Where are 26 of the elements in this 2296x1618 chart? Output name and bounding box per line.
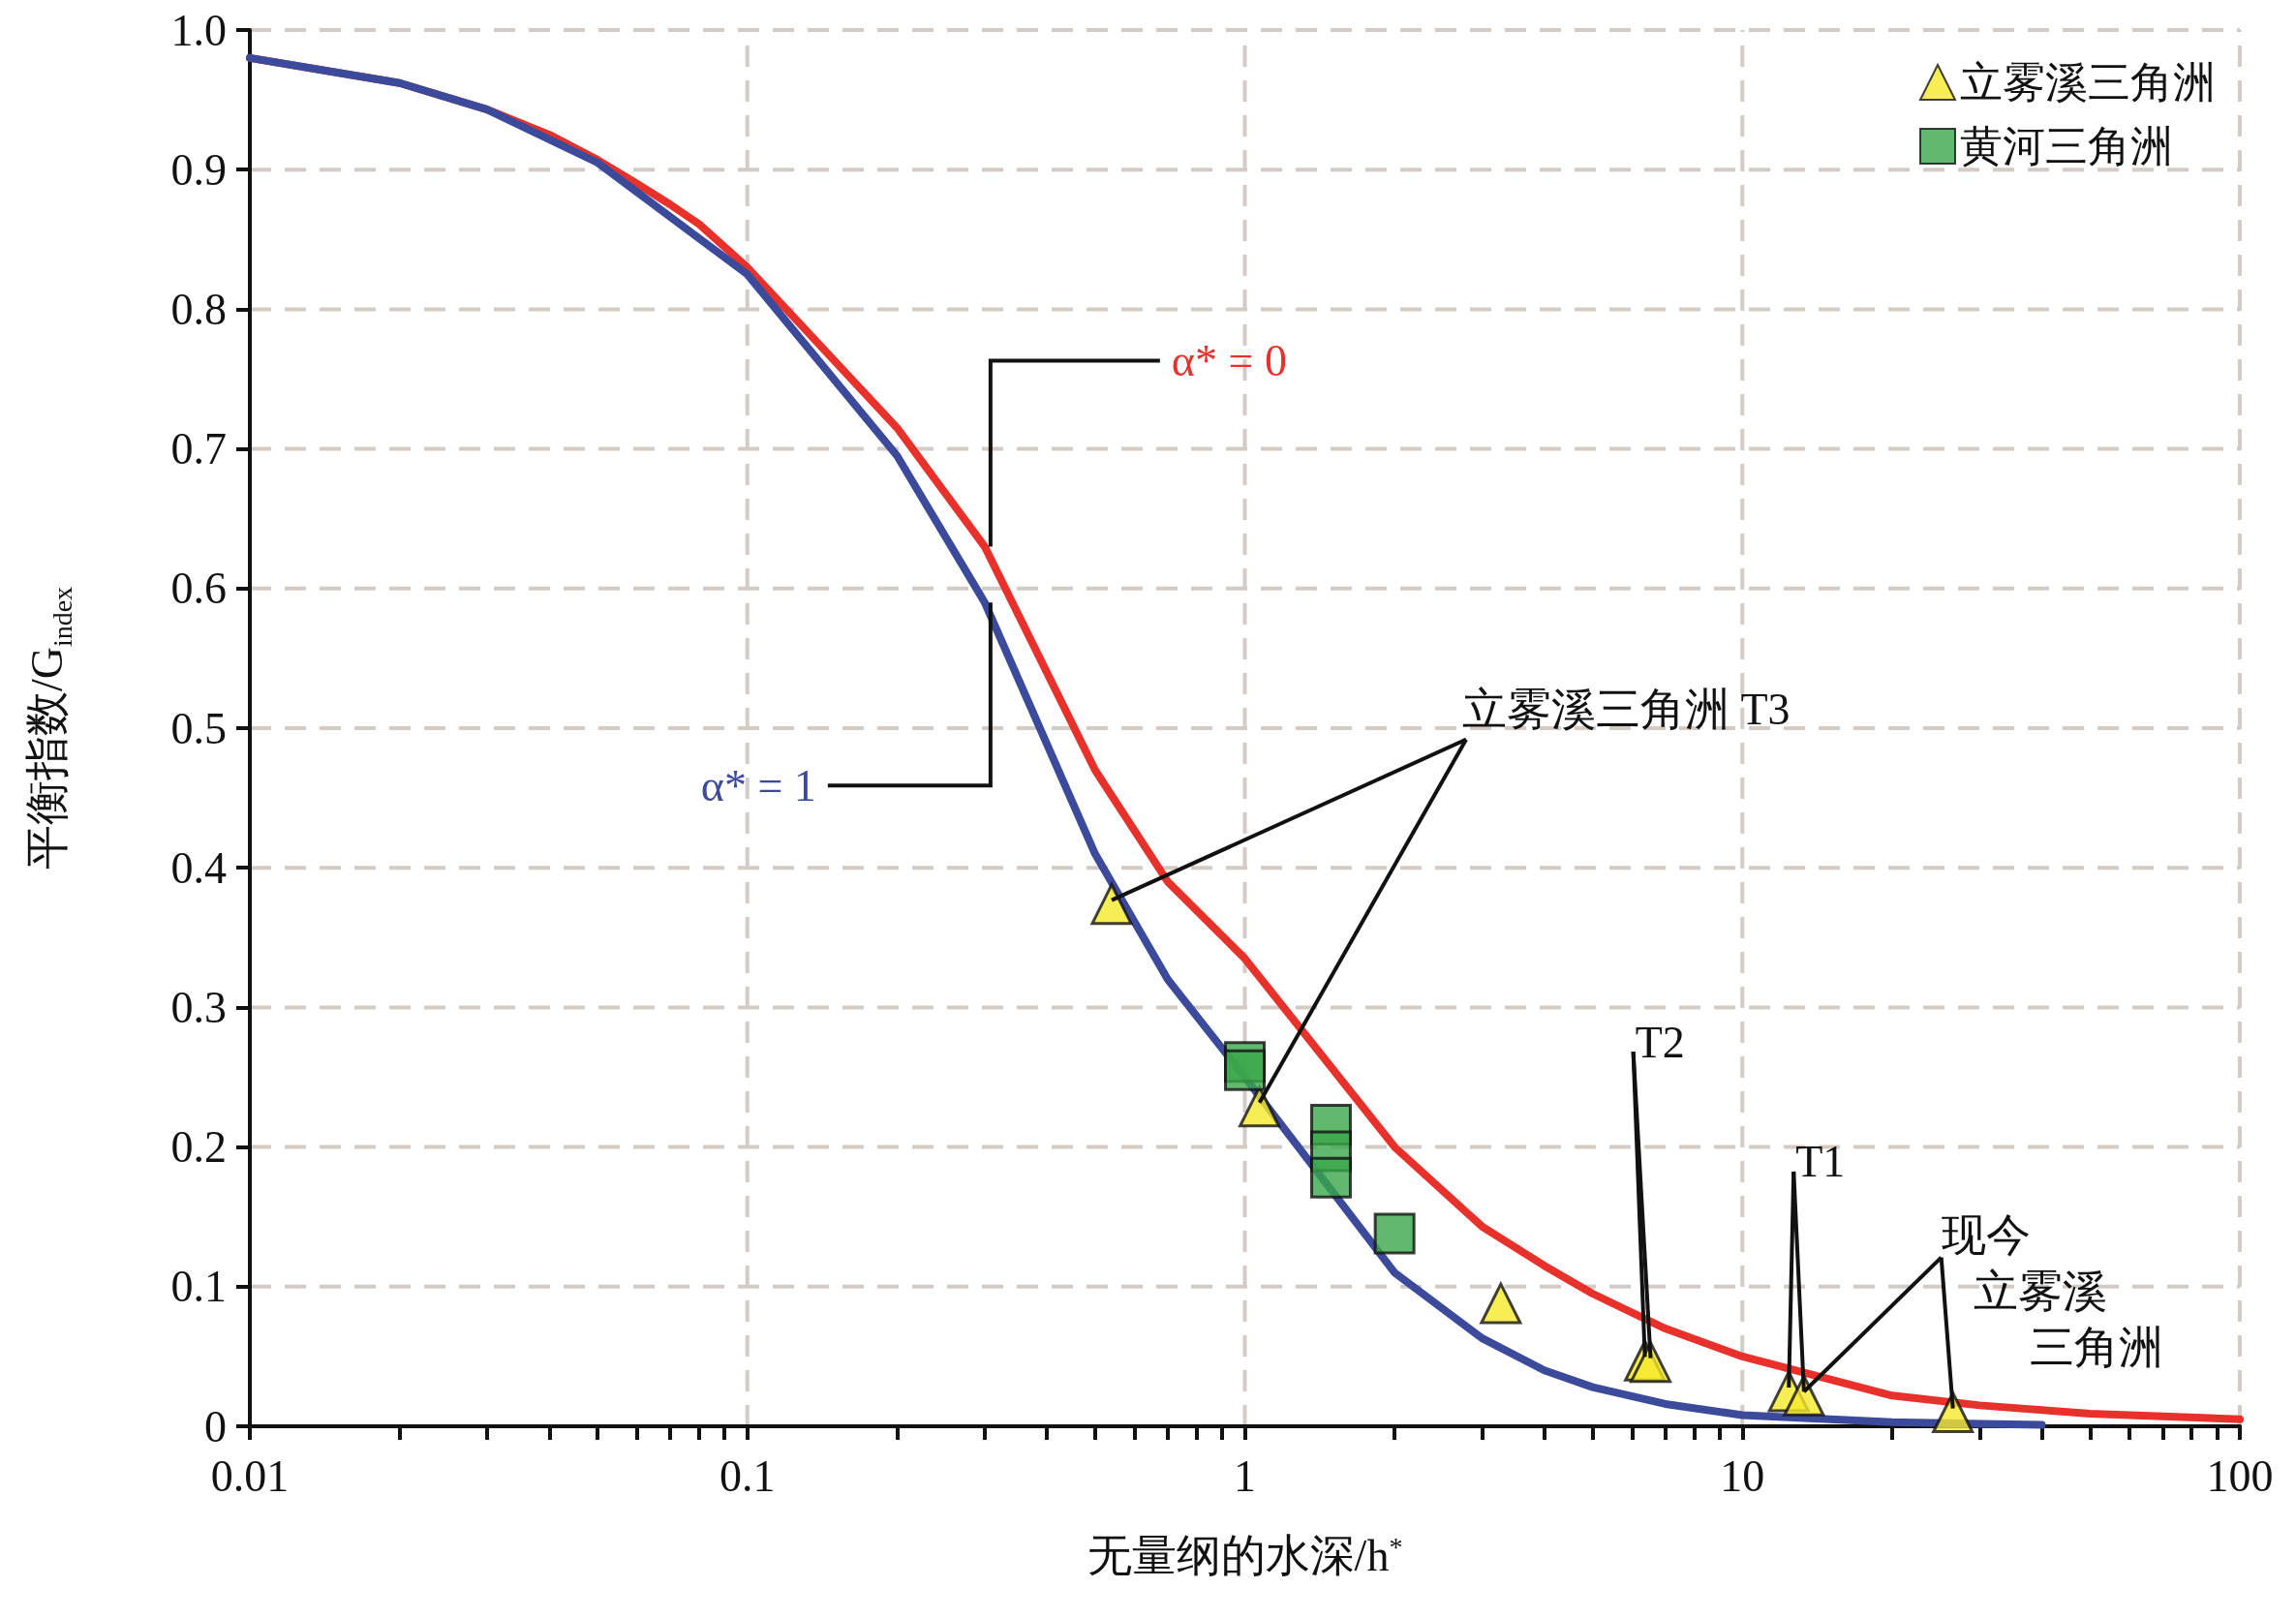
y-tick-label: 0.2 [170, 1122, 227, 1173]
x-tick-label: 10 [1720, 1450, 1765, 1501]
y-tick-label: 0.8 [170, 284, 227, 334]
y-tick-label: 1.0 [170, 5, 227, 55]
y-tick-label: 0.1 [170, 1262, 227, 1312]
y-axis-title: 平衡指数/Gindex [21, 586, 77, 870]
y-tick-label: 0.3 [170, 982, 227, 1032]
x-tick-label: 0.01 [210, 1450, 290, 1501]
annotation: T1 [1795, 1137, 1846, 1187]
y-tick-label: 0.9 [170, 144, 227, 195]
x-tick-label: 0.1 [719, 1450, 776, 1501]
y-tick-label: 0.6 [170, 564, 227, 614]
text: α* = 0 [1171, 336, 1287, 386]
y-tick-label: 0.4 [170, 842, 227, 893]
text: α* = 1 [700, 760, 816, 810]
x-axis-title: 无量纲的水深/h* [1087, 1530, 1403, 1580]
y-tick-label: 0 [204, 1401, 227, 1451]
legend-label: 立雾溪三角洲 [1960, 58, 2216, 107]
annotation: 现今立雾溪三角洲 [1941, 1210, 2163, 1373]
y-tick-label: 0.5 [170, 703, 227, 753]
legend-label: 黄河三角洲 [1960, 122, 2173, 170]
x-tick-label: 100 [2206, 1450, 2274, 1501]
x-tick-label: 1 [1234, 1450, 1256, 1501]
annotation: T2 [1635, 1017, 1685, 1067]
annotation: 立雾溪三角洲 T3 [1462, 685, 1791, 735]
y-tick-label: 0.7 [170, 424, 227, 474]
